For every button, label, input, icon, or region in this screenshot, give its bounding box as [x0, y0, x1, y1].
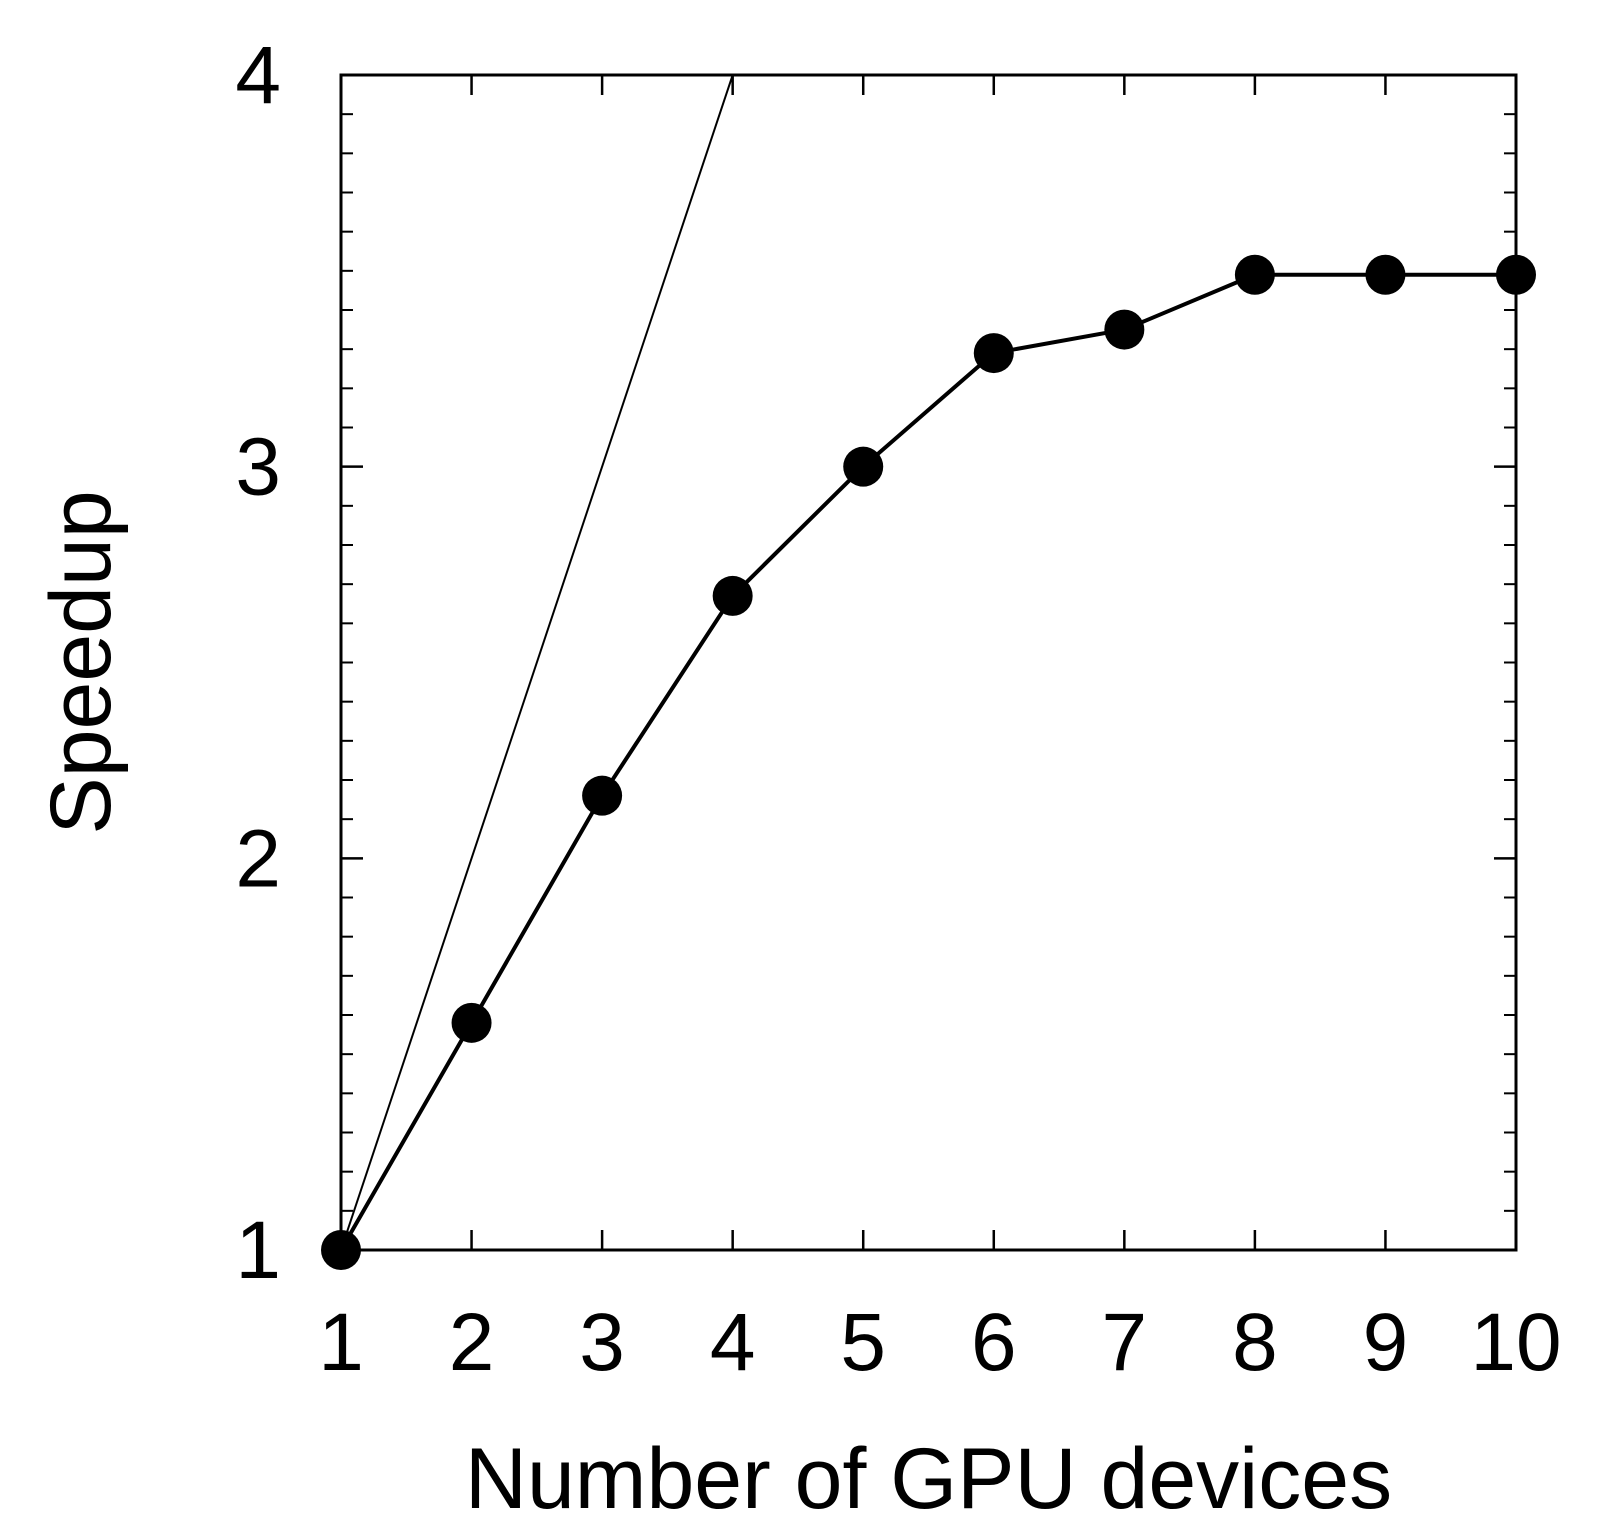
- y-tick-label: 2: [235, 813, 281, 904]
- data-point: [582, 775, 623, 816]
- x-tick-label: 8: [1232, 1297, 1278, 1388]
- x-tick-label: 3: [579, 1297, 625, 1388]
- x-axis-label: Number of GPU devices: [465, 1431, 1392, 1524]
- x-tick-label: 9: [1363, 1297, 1409, 1388]
- plot-lines: [341, 75, 1516, 1250]
- x-tick-label: 6: [971, 1297, 1017, 1388]
- speedup-line: [341, 272, 1516, 1250]
- plot-frame: [339, 73, 1518, 1252]
- x-tick-label: 7: [1102, 1297, 1148, 1388]
- data-point: [843, 446, 884, 487]
- y-axis-label: Speedup: [33, 490, 129, 834]
- x-tick-label: 4: [710, 1297, 756, 1388]
- data-point: [973, 333, 1014, 374]
- x-tick-label: 10: [1470, 1297, 1561, 1388]
- data-point: [712, 575, 753, 616]
- x-tick-label: 2: [449, 1297, 495, 1388]
- y-tick-label: 1: [235, 1205, 281, 1296]
- x-tick-label: 1: [318, 1297, 364, 1388]
- y-minor-ticks: [341, 113, 1516, 1212]
- data-point: [1104, 309, 1145, 350]
- x-tick-label: 5: [840, 1297, 886, 1388]
- axis-ticks: [339, 73, 1518, 1252]
- data-point: [1365, 254, 1406, 295]
- data-point: [451, 1002, 492, 1043]
- y-tick-label: 3: [235, 422, 281, 513]
- reference-line: [341, 75, 734, 1250]
- y-tick-label: 4: [235, 30, 281, 121]
- data-markers: [321, 254, 1536, 1270]
- x-tick-labels: 1 2 3 4 5 6 7 8 9 10: [318, 1297, 1561, 1388]
- y-tick-labels: 1 2 3 4: [235, 30, 281, 1296]
- data-point: [1234, 254, 1275, 295]
